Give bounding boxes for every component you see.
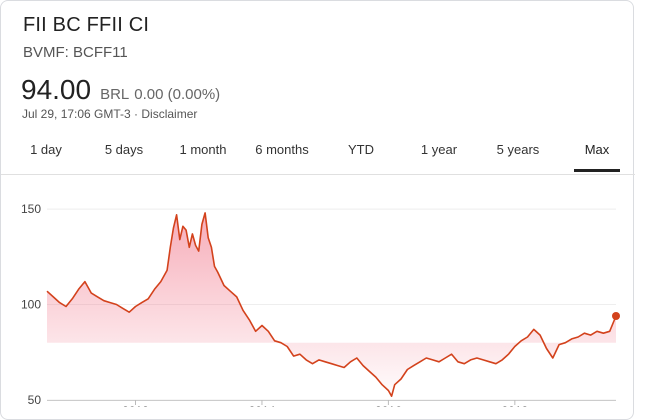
tabs-divider <box>1 174 635 175</box>
stock-ticker: BVMF: BCFF11 <box>23 44 128 61</box>
tab-6-months[interactable]: 6 months <box>255 142 309 157</box>
price-row: 94.00 BRL 0.00 (0.00%) <box>21 74 220 106</box>
range-tabs: 1 day 5 days 1 month 6 months YTD 1 year… <box>1 133 635 173</box>
timestamp-disclaimer[interactable]: Jul 29, 17:06 GMT-3 · Disclaimer <box>22 107 198 121</box>
price-change: 0.00 (0.00%) <box>134 86 221 103</box>
tab-1-day[interactable]: 1 day <box>30 142 62 157</box>
price-line <box>46 212 617 397</box>
x-tick-label: 2016 <box>375 404 402 407</box>
tab-5-years[interactable]: 5 years <box>496 142 540 157</box>
x-tick-label: 2018 <box>501 404 528 407</box>
y-tick-label: 100 <box>21 298 41 312</box>
y-tick-label: 150 <box>21 202 41 216</box>
stock-name: FII BC FFII CI <box>23 14 150 36</box>
price-chart[interactable]: 50 100 150 2012 2014 2016 2018 <box>0 190 634 407</box>
tab-1-month[interactable]: 1 month <box>179 142 227 157</box>
tab-5-days[interactable]: 5 days <box>104 142 144 157</box>
last-price-dot <box>612 312 620 320</box>
tab-max[interactable]: Max <box>574 133 620 172</box>
price-area-fill <box>47 212 616 397</box>
x-tick-label: 2012 <box>122 404 149 407</box>
tab-ytd[interactable]: YTD <box>348 142 374 157</box>
tab-1-year[interactable]: 1 year <box>420 142 458 157</box>
currency-code: BRL <box>100 86 130 103</box>
x-tick-label: 2014 <box>249 404 276 407</box>
y-tick-label: 50 <box>28 393 42 407</box>
current-price: 94.00 <box>21 74 92 105</box>
